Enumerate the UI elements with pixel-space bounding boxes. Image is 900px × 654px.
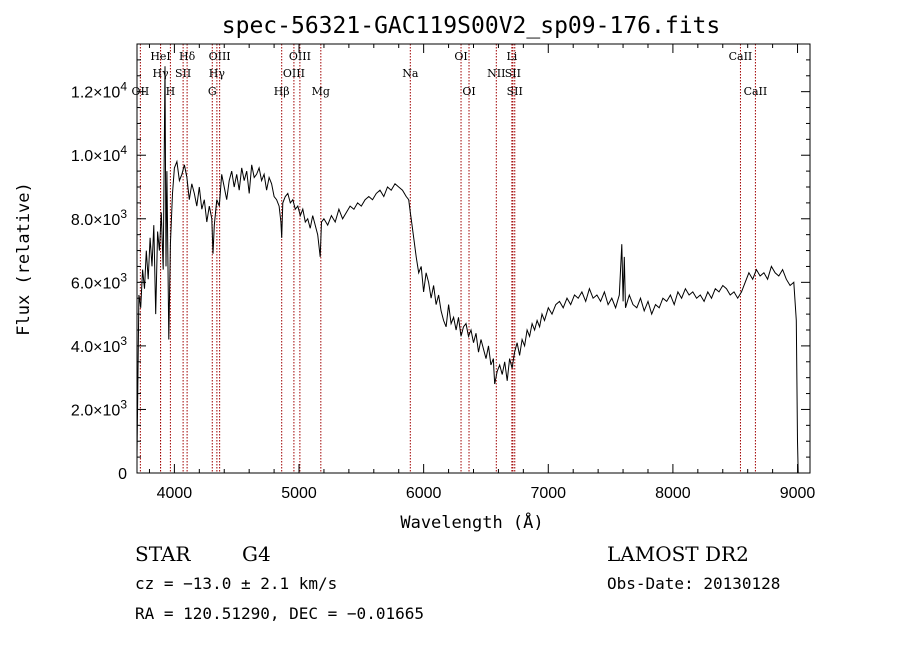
- line-label-11: OIII: [289, 50, 311, 63]
- y-axis-ticks: 0 2.0×103 4.0×103 6.0×103 8.0×103 1.0×104 1.2×…: [71, 59, 810, 483]
- line-label-17: Li: [506, 50, 517, 63]
- x-tick-label-0: 4000: [157, 485, 193, 502]
- spectral-line-labels: OIIHγHeIHHδSIIGOIIIHγHβOIIIOIIIMgNaOIOIN…: [132, 50, 768, 98]
- y-tick-label-2: 4.0×103: [71, 334, 127, 356]
- x-tick-label-3: 7000: [530, 485, 566, 502]
- object-class: STAR: [135, 542, 191, 566]
- chart-title: spec-56321-GAC119S00V2_sp09-176.fits: [222, 13, 721, 39]
- line-label-12: Mg: [312, 85, 330, 98]
- spectral-line-markers: [139, 44, 756, 473]
- line-label-3: H: [166, 85, 176, 98]
- y-tick-label-6: 1.2×104: [71, 80, 127, 102]
- line-label-21: CaII: [744, 85, 768, 98]
- coordinates-text: RA = 120.51290, DEC = −0.01665: [135, 604, 424, 623]
- x-tick-label-2: 6000: [406, 485, 442, 502]
- survey-name: LAMOST DR2: [607, 542, 749, 566]
- y-tick-label-4: 8.0×103: [71, 207, 127, 229]
- line-label-5: SII: [175, 67, 191, 80]
- line-label-20: CaII: [729, 50, 753, 63]
- obs-date-text: Obs-Date: 20130128: [607, 574, 780, 593]
- x-tick-label-4: 8000: [655, 485, 691, 502]
- line-label-18: SII: [505, 67, 521, 80]
- object-subclass: G4: [242, 542, 271, 566]
- x-axis-label: Wavelength (Å): [400, 511, 543, 533]
- y-tick-label-3: 6.0×103: [71, 270, 127, 292]
- line-label-15: OI: [462, 85, 475, 98]
- line-label-10: OIII: [283, 67, 305, 80]
- line-label-1: Hγ: [152, 67, 169, 80]
- y-tick-label-0: 0: [118, 466, 127, 483]
- line-label-4: Hδ: [179, 50, 196, 63]
- redshift-text: cz = −13.0 ± 2.1 km/s: [135, 574, 337, 593]
- line-label-14: OI: [454, 50, 467, 63]
- line-label-13: Na: [402, 67, 419, 80]
- line-label-8: Hγ: [209, 67, 226, 80]
- line-label-16: NII: [487, 67, 505, 80]
- x-tick-label-1: 5000: [281, 485, 317, 502]
- x-tick-label-5: 9000: [780, 485, 816, 502]
- line-label-19: SII: [507, 85, 523, 98]
- x-axis-ticks: 4000 5000 6000 7000 8000 9000: [148, 44, 816, 502]
- line-label-9: Hβ: [274, 85, 290, 98]
- y-axis-label: Flux (relative): [14, 182, 34, 336]
- line-label-7: OIII: [209, 50, 231, 63]
- plot-frame: [136, 43, 811, 474]
- line-label-6: G: [208, 85, 217, 98]
- line-label-2: HeI: [150, 50, 170, 63]
- y-tick-label-5: 1.0×104: [71, 143, 127, 165]
- y-tick-label-1: 2.0×103: [71, 397, 127, 419]
- spectrum-line: [136, 66, 799, 474]
